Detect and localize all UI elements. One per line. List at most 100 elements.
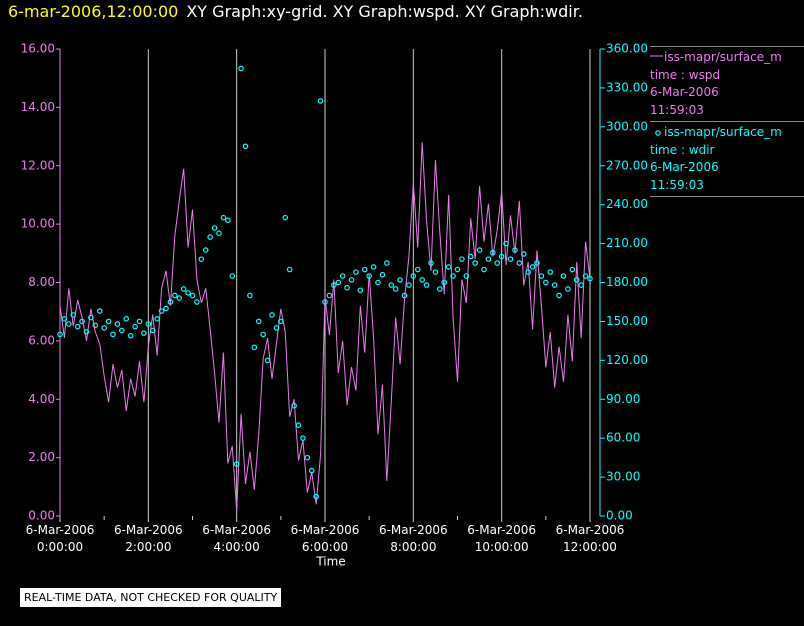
wdir-point — [304, 454, 311, 461]
wdir-point — [216, 230, 222, 237]
legend-name: iss-mapr/surface_m — [650, 49, 804, 67]
wdir-point — [472, 260, 478, 266]
wdir-point — [361, 266, 368, 273]
wdir-point — [582, 273, 589, 279]
wdir-point — [202, 247, 209, 253]
wdir-point — [538, 273, 545, 279]
x-tick-label: 6-Mar-2006 8:00:00 — [378, 523, 448, 554]
wdir-point — [291, 402, 297, 409]
wdir-point — [498, 253, 505, 260]
wdir-point — [57, 331, 63, 338]
wdir-point — [551, 282, 558, 288]
y-tick-label: 14.00 — [21, 100, 55, 114]
wdir-point — [110, 331, 116, 338]
wdir-point — [114, 321, 121, 327]
wdir-point — [516, 260, 523, 266]
wdir-point — [428, 260, 434, 266]
legend-detail: 11:59:03 — [650, 177, 704, 192]
y-tick-label: 10.00 — [21, 217, 55, 231]
wdir-point — [565, 286, 571, 292]
wdir-point — [278, 318, 284, 325]
legend-detail: 6-Mar-2006 — [650, 160, 719, 174]
wdir-point — [251, 344, 258, 351]
y2-tick-label: 270.00 — [606, 158, 648, 172]
wdir-point — [123, 316, 130, 322]
y2-tick-label: 180.00 — [606, 275, 648, 289]
wdir-point — [313, 493, 319, 500]
wdir-point — [512, 247, 518, 253]
wdir-point — [176, 295, 183, 301]
wdir-point — [459, 256, 465, 262]
wdir-point — [573, 277, 580, 283]
legend-detail: 11:59:03 — [650, 102, 704, 117]
legend: iss-mapr/surface_m time : wspd 6-Mar-2006 1… — [650, 46, 804, 197]
x-tick-label: 6-Mar-2006 6:00:00 — [290, 523, 360, 554]
wdir-point — [432, 269, 439, 275]
wdir-point — [101, 325, 107, 331]
y2-tick-label: 120.00 — [606, 353, 648, 367]
x-tick-label: 6-Mar-2006 12:00:00 — [555, 523, 625, 554]
wdir-point — [454, 266, 461, 273]
y2-tick-label: 90.00 — [606, 392, 640, 406]
wdir-point — [331, 282, 337, 288]
header-title: XY Graph:xy-grid. XY Graph:wspd. XY Grap… — [186, 2, 583, 21]
wdir-point — [269, 312, 275, 318]
wdir-point — [255, 318, 262, 325]
wdir-point — [180, 286, 187, 292]
wdir-point — [560, 273, 567, 279]
wdir-point — [145, 321, 152, 327]
wdir-point — [211, 225, 218, 231]
wspd-line — [59, 142, 591, 511]
wdir-point — [70, 312, 77, 318]
wdir-point — [229, 273, 236, 279]
wdir-point — [207, 234, 213, 240]
x-tick-label: 6-Mar-2006 2:00:00 — [113, 523, 183, 554]
wdir-point — [119, 327, 125, 334]
wdir-point — [238, 65, 244, 72]
wdir-point — [587, 275, 593, 282]
wdir-point — [388, 282, 395, 288]
wdir-point — [556, 292, 562, 299]
legend-detail: 6-Mar-2006 — [650, 85, 719, 99]
wdir-point — [348, 277, 355, 283]
wdir-point — [172, 292, 178, 299]
wdir-point — [370, 264, 377, 270]
wdir-point — [282, 214, 289, 221]
x-tick-label: 6-Mar-2006 10:00:00 — [467, 523, 537, 554]
y2-tick-label: 60.00 — [606, 431, 640, 445]
wdir-point — [132, 323, 138, 330]
y-tick-label: 12.00 — [21, 158, 55, 172]
wdir-point — [463, 273, 470, 279]
wdir-point — [308, 467, 315, 474]
wdir-point — [437, 286, 443, 292]
wdir-point — [96, 308, 103, 314]
wdir-point — [92, 322, 99, 329]
wdir-point — [441, 279, 448, 286]
wdir-point — [384, 260, 390, 266]
wdir-point — [419, 277, 425, 283]
wdir-point — [414, 266, 421, 273]
wdir-point — [88, 314, 94, 321]
y2-tick-label: 360.00 — [606, 42, 648, 56]
y-tick-label: 16.00 — [21, 42, 55, 56]
legend-marker — [655, 129, 661, 136]
wdir-point — [406, 282, 412, 288]
y2-tick-label: 0.00 — [606, 509, 633, 523]
wdir-point — [578, 282, 584, 288]
wdir-point — [79, 318, 85, 325]
wdir-point — [344, 284, 350, 291]
wdir-point — [295, 422, 302, 428]
wdir-point — [185, 290, 191, 296]
wdir-point — [198, 256, 205, 262]
wdir-point — [366, 273, 372, 279]
wdir-point — [136, 318, 143, 325]
wdir-point — [317, 98, 324, 104]
wdir-point — [61, 316, 68, 322]
wdir-point — [286, 266, 293, 273]
y2-tick-label: 30.00 — [606, 470, 640, 484]
legend-entry: iss-mapr/surface_m time : wspd 6-Mar-2006 1… — [650, 46, 804, 121]
wdir-point — [569, 266, 576, 273]
wdir-point — [247, 292, 253, 299]
y2-tick-label: 240.00 — [606, 197, 648, 211]
